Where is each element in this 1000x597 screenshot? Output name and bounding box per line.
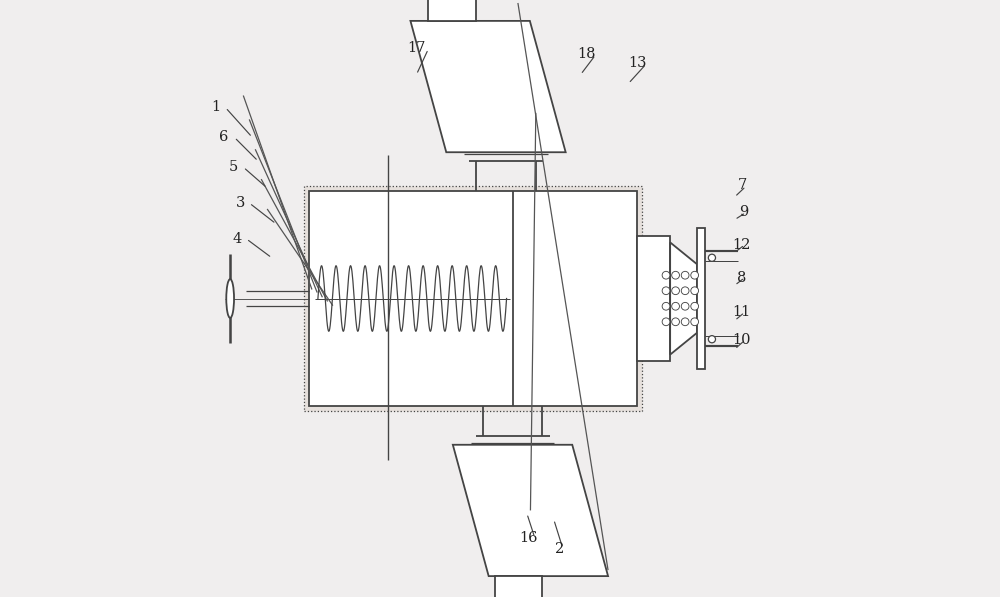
Text: 7: 7 <box>738 178 747 192</box>
Bar <box>495 576 542 597</box>
Text: 18: 18 <box>577 47 596 61</box>
Text: 4: 4 <box>233 232 242 246</box>
Bar <box>637 236 670 361</box>
Circle shape <box>708 336 716 343</box>
Circle shape <box>691 318 699 326</box>
Polygon shape <box>453 445 608 576</box>
Ellipse shape <box>226 279 234 318</box>
Bar <box>428 0 476 21</box>
Circle shape <box>662 302 670 310</box>
Circle shape <box>691 287 699 294</box>
Text: 5: 5 <box>229 160 238 174</box>
Circle shape <box>672 318 679 326</box>
Circle shape <box>672 271 679 279</box>
Text: 1: 1 <box>211 100 220 115</box>
Circle shape <box>681 318 689 326</box>
Text: 13: 13 <box>628 56 647 70</box>
Circle shape <box>691 302 699 310</box>
Polygon shape <box>410 21 566 152</box>
Circle shape <box>681 287 689 294</box>
Text: 11: 11 <box>733 304 751 319</box>
Text: 3: 3 <box>236 196 246 210</box>
Text: 2: 2 <box>555 542 564 556</box>
Text: 9: 9 <box>739 205 748 219</box>
Polygon shape <box>670 242 697 355</box>
Circle shape <box>672 287 679 294</box>
Text: 16: 16 <box>519 531 538 546</box>
Circle shape <box>662 271 670 279</box>
Text: 10: 10 <box>733 333 751 347</box>
Text: 8: 8 <box>737 270 746 285</box>
Circle shape <box>691 271 699 279</box>
Text: 17: 17 <box>407 41 426 55</box>
Circle shape <box>662 287 670 294</box>
Bar <box>309 191 637 406</box>
Text: 6: 6 <box>219 130 229 144</box>
Bar <box>697 229 705 368</box>
Circle shape <box>681 271 689 279</box>
Bar <box>304 186 642 411</box>
Text: 12: 12 <box>733 238 751 252</box>
Circle shape <box>672 302 679 310</box>
Circle shape <box>662 318 670 326</box>
Circle shape <box>708 254 716 261</box>
Circle shape <box>681 302 689 310</box>
